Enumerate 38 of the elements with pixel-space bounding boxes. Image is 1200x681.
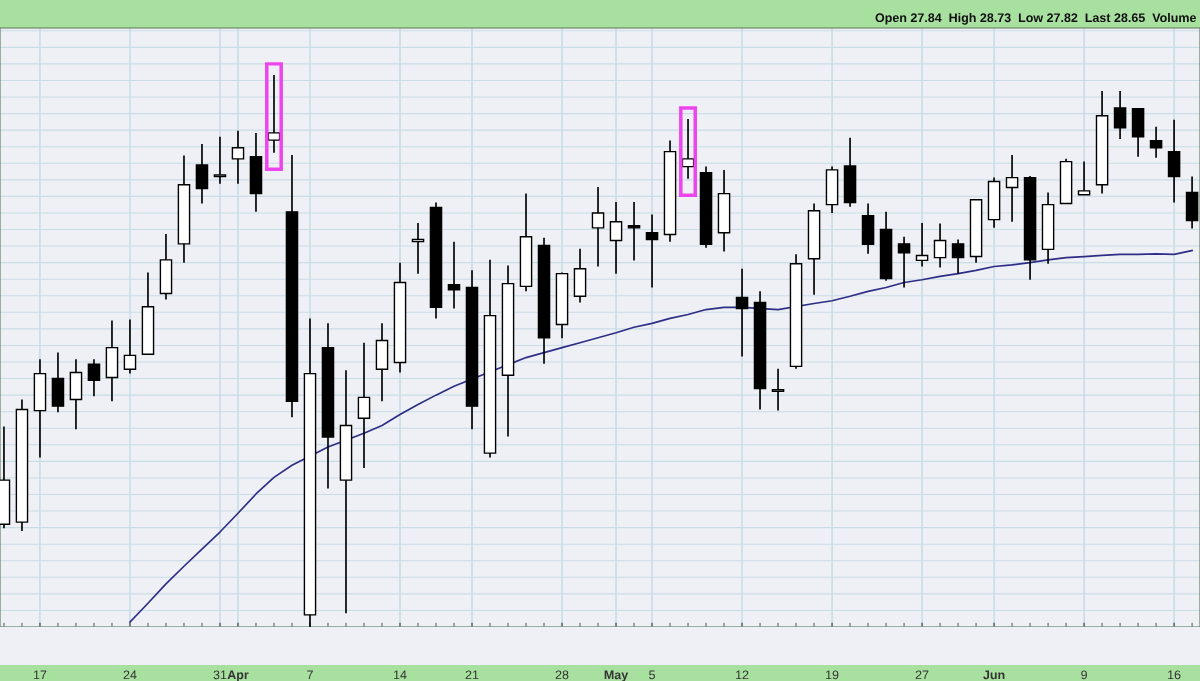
text: Open 27.84 High 28.73 Low 27.82 Last 28.65 Volume [875, 12, 1196, 25]
candlestick [951, 238, 965, 275]
candlestick [1005, 154, 1019, 223]
candlestick [933, 222, 947, 269]
candlestick [1149, 125, 1163, 159]
x-tick-label: 27 [915, 670, 929, 680]
candlestick [195, 143, 209, 205]
candlestick [87, 358, 101, 398]
x-tick-label: 28 [555, 670, 569, 680]
candlestick [627, 201, 641, 262]
candlestick [771, 367, 785, 412]
candlestick [123, 318, 137, 375]
x-tick-label: 5 [649, 670, 655, 680]
x-tick-label: 12 [736, 670, 749, 680]
candlestick [897, 235, 911, 289]
candlestick [735, 267, 749, 358]
x-tick-label: May [604, 670, 629, 681]
x-tick-label: Jun [983, 670, 1005, 680]
candlestick [591, 186, 605, 268]
x-tick-label: Apr [227, 670, 249, 681]
candlestick [645, 213, 659, 289]
x-tick-label: 24 [123, 670, 137, 680]
candlestick [1113, 90, 1127, 140]
x-tick-label: 14 [394, 670, 407, 680]
x-tick-label: 17 [33, 670, 47, 680]
candlestick [915, 222, 929, 268]
x-tick-label: 9 [1081, 670, 1087, 680]
x-tick-label: 19 [826, 670, 839, 680]
x-tick-label: 16 [1168, 670, 1181, 680]
candlestick [609, 201, 623, 275]
candlestick [447, 240, 461, 310]
candlestick [231, 129, 245, 185]
candlestick [357, 341, 371, 469]
x-tick-label: 21 [465, 670, 479, 680]
x-tick-label: 7 [307, 670, 313, 680]
candlestick [1077, 160, 1091, 196]
candlestick [213, 135, 227, 185]
x-tick-label: 31 [213, 670, 227, 680]
